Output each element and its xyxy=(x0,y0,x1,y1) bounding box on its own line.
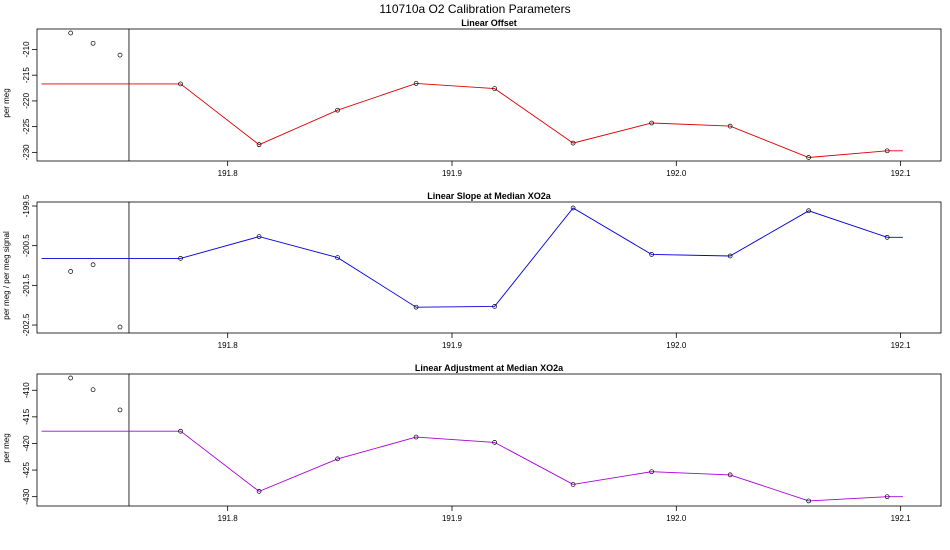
calibration-point xyxy=(90,40,96,46)
x-tick-label: 192.0 xyxy=(666,514,687,523)
series-point xyxy=(413,304,419,310)
plot-frame xyxy=(36,201,942,334)
calibration-point xyxy=(68,269,73,274)
panel-3: Linear Adjustment at Median XO2a 191.8 191… xyxy=(2,363,942,523)
y-tick-label: -201.5 xyxy=(22,273,31,296)
series-point xyxy=(570,140,576,146)
series-point xyxy=(492,304,497,309)
series-point xyxy=(178,428,183,434)
y-tick-label: -215 xyxy=(22,67,31,84)
series-point xyxy=(884,234,890,240)
series-point xyxy=(256,142,262,148)
y-axis-label: per meg / per meg signal xyxy=(2,231,11,320)
series-point xyxy=(806,155,812,160)
calibration-point xyxy=(117,52,123,58)
calibration-point xyxy=(117,324,123,330)
calibration-point xyxy=(117,407,123,413)
series-point xyxy=(256,234,262,239)
series-point xyxy=(335,107,340,113)
series-point xyxy=(806,208,812,214)
series-point xyxy=(413,81,419,86)
series-point xyxy=(727,123,733,129)
series-point xyxy=(178,256,183,261)
y-tick-label: -415 xyxy=(22,408,31,425)
y-tick-label: -200.5 xyxy=(22,234,31,257)
series-point xyxy=(884,494,890,500)
series-point xyxy=(727,472,733,478)
series-point xyxy=(178,81,183,87)
y-tick-label: -225 xyxy=(22,118,31,135)
x-tick-label: 192.1 xyxy=(891,341,912,350)
x-tick-label: 192.1 xyxy=(891,514,912,523)
y-axis-label: per meg xyxy=(2,433,11,462)
calibration-point xyxy=(90,262,96,268)
panel-2: Linear Slope at Median XO2a 191.8 191.9 192… xyxy=(2,191,942,350)
y-tick-label: -199.5 xyxy=(22,194,31,217)
panel-title: Linear Slope at Median XO2a xyxy=(427,191,552,201)
x-tick-label: 192.0 xyxy=(666,169,687,178)
y-tick-label: -430 xyxy=(22,488,31,505)
series-point xyxy=(570,205,576,211)
x-tick-label: 191.9 xyxy=(442,341,463,350)
series-point xyxy=(335,456,340,462)
panel-title: Linear Offset xyxy=(461,18,517,28)
x-tick-label: 192.0 xyxy=(666,341,687,350)
series-line xyxy=(41,82,903,158)
series-point xyxy=(256,489,262,494)
plot-frame xyxy=(36,373,942,507)
series-point xyxy=(806,498,812,504)
y-tick-label: -425 xyxy=(22,462,31,479)
x-tick-label: 191.8 xyxy=(218,341,239,350)
series-point xyxy=(649,252,654,257)
series-point xyxy=(413,434,419,440)
y-tick-label: -220 xyxy=(22,92,31,109)
plot-frame xyxy=(36,28,942,162)
series-point xyxy=(492,440,497,445)
panel-title: Linear Adjustment at Median XO2a xyxy=(415,363,564,373)
calibration-point xyxy=(68,30,73,36)
series-point xyxy=(649,120,654,126)
series-point xyxy=(335,255,340,260)
y-tick-label: -230 xyxy=(22,144,31,161)
calibration-point xyxy=(90,387,96,393)
series-point xyxy=(492,86,497,91)
figure-title: 110710a O2 Calibration Parameters xyxy=(379,2,570,16)
x-tick-label: 192.1 xyxy=(891,169,912,178)
series-point xyxy=(884,148,890,154)
series-point xyxy=(570,482,576,487)
series-line xyxy=(41,430,903,502)
series-point xyxy=(727,253,733,259)
x-tick-label: 191.8 xyxy=(218,169,239,178)
y-tick-label: -210 xyxy=(22,41,31,58)
x-tick-label: 191.9 xyxy=(442,169,463,178)
y-tick-label: -410 xyxy=(22,382,31,399)
x-tick-label: 191.9 xyxy=(442,514,463,523)
series-line xyxy=(41,207,903,308)
panel-1: Linear Offset 191.8 191.9 192.0 192.1 -210 -21… xyxy=(2,18,942,178)
x-tick-label: 191.8 xyxy=(218,514,239,523)
series-point xyxy=(649,469,654,475)
y-axis-label: per meg xyxy=(2,88,11,117)
calibration-point xyxy=(68,375,73,381)
y-tick-label: -420 xyxy=(22,435,31,452)
y-tick-label: -202.5 xyxy=(22,313,31,336)
